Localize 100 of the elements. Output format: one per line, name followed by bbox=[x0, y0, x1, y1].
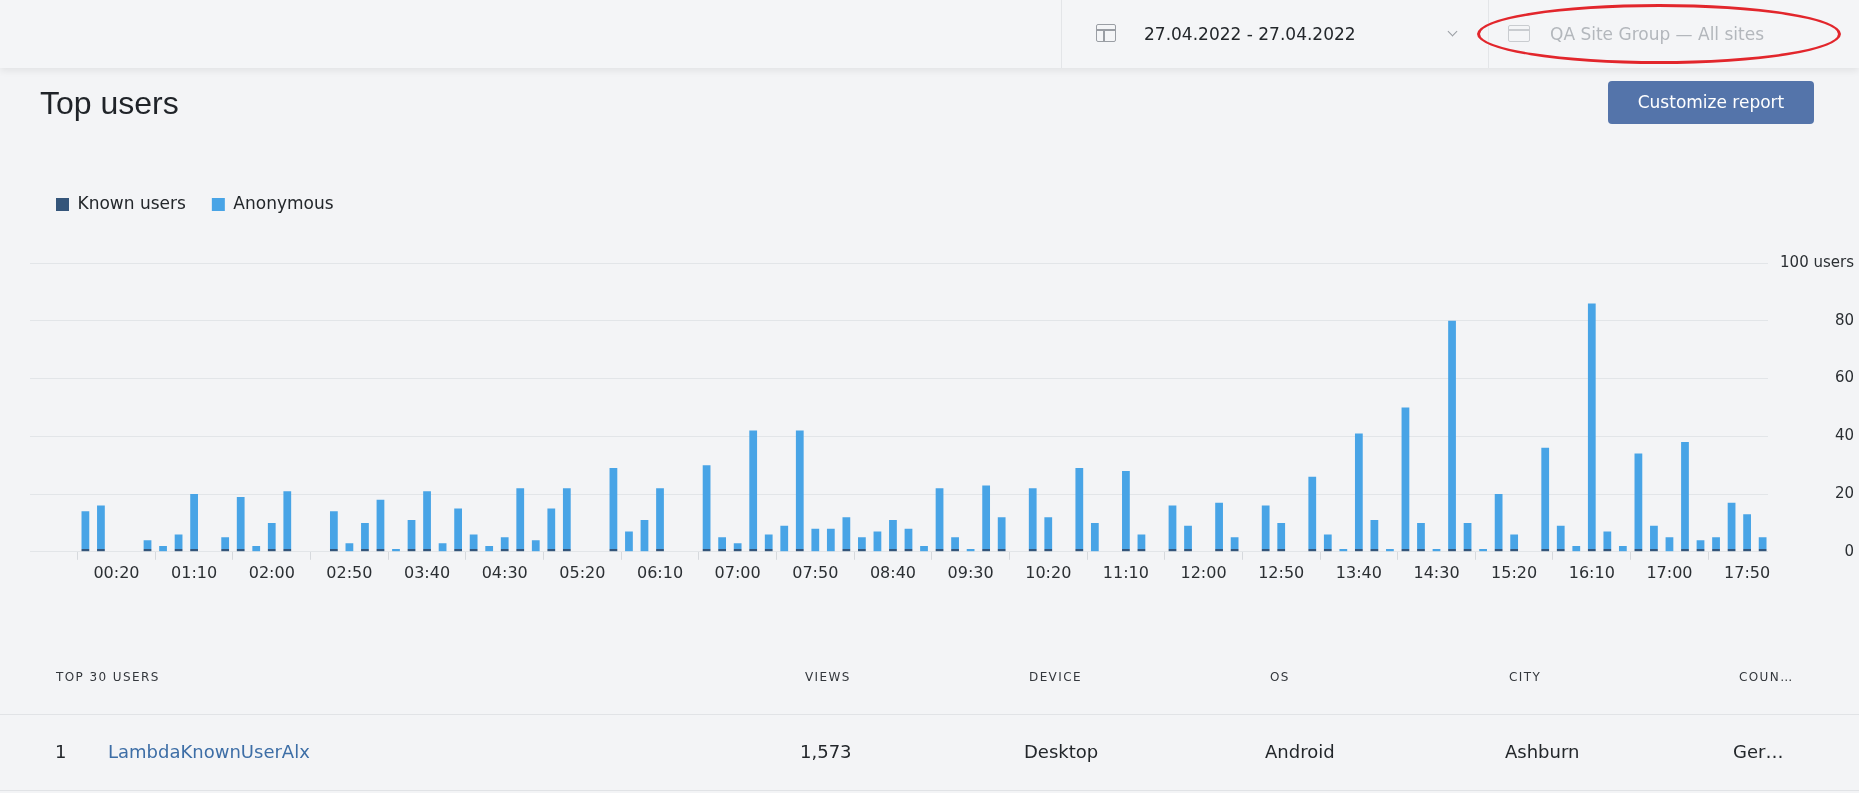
bar bbox=[1743, 514, 1751, 549]
text: QA Site Group — All sites bbox=[1550, 23, 1765, 45]
x-tick-label: 15:20 bbox=[1491, 562, 1538, 582]
text: TOP 30 USERS bbox=[56, 669, 160, 685]
bar bbox=[1354, 433, 1363, 549]
bar bbox=[1494, 494, 1503, 549]
bar bbox=[376, 499, 385, 549]
text: VIEWS bbox=[805, 669, 851, 685]
bar bbox=[531, 540, 540, 552]
bar bbox=[1261, 505, 1270, 549]
text: 1,573 bbox=[800, 741, 852, 763]
bar bbox=[1603, 531, 1612, 549]
bar bbox=[1417, 522, 1425, 549]
bar bbox=[1541, 447, 1550, 549]
x-tick-label: 02:50 bbox=[326, 562, 373, 582]
bar bbox=[702, 465, 711, 549]
bar bbox=[1758, 537, 1767, 549]
bar bbox=[1587, 303, 1596, 549]
x-tick-label: 00:20 bbox=[93, 562, 140, 582]
bar bbox=[1028, 488, 1037, 549]
x-tick-label: 16:10 bbox=[1568, 562, 1615, 582]
bar bbox=[1230, 537, 1239, 549]
bar bbox=[190, 494, 198, 549]
bar bbox=[858, 537, 866, 549]
bar bbox=[1323, 534, 1332, 549]
bar bbox=[1572, 546, 1581, 552]
x-tick-label: 02:00 bbox=[248, 562, 295, 582]
bar bbox=[221, 537, 230, 549]
bar bbox=[1510, 534, 1519, 549]
bar bbox=[500, 537, 509, 549]
text: Desktop bbox=[1024, 741, 1099, 763]
bar bbox=[423, 491, 431, 549]
text: 1 bbox=[55, 741, 67, 763]
text: 27.04.2022 - 27.04.2022 bbox=[1144, 23, 1356, 45]
text: COUN… bbox=[1739, 669, 1794, 685]
bar bbox=[1448, 320, 1456, 549]
bar bbox=[1634, 453, 1643, 549]
bar bbox=[609, 468, 618, 549]
bar bbox=[826, 528, 835, 552]
bar bbox=[1184, 525, 1192, 549]
bar bbox=[143, 540, 152, 549]
bar bbox=[361, 522, 369, 549]
y-tick-label: 80 bbox=[1834, 310, 1854, 329]
y-tick-label: 40 bbox=[1834, 426, 1854, 445]
bar bbox=[236, 496, 245, 549]
x-tick-label: 17:00 bbox=[1646, 562, 1693, 582]
x-tick-label: 01:10 bbox=[171, 562, 218, 582]
x-tick-label: 07:50 bbox=[792, 562, 839, 582]
x-tick-label: 11:10 bbox=[1102, 562, 1149, 582]
bar bbox=[1122, 470, 1130, 549]
bar bbox=[951, 537, 959, 549]
text: LambdaKnownUserAlx bbox=[108, 741, 310, 763]
bar bbox=[1696, 540, 1705, 549]
y-tick-label: 20 bbox=[1834, 483, 1854, 502]
bar bbox=[811, 528, 820, 552]
chart-title: Top users bbox=[40, 84, 179, 123]
bar bbox=[1618, 546, 1627, 552]
x-tick-label: 03:40 bbox=[404, 562, 451, 582]
bar bbox=[780, 525, 789, 552]
x-tick-label: 10:20 bbox=[1025, 562, 1072, 582]
bar bbox=[656, 488, 664, 549]
bar bbox=[1044, 517, 1053, 549]
text: Ger… bbox=[1733, 741, 1784, 763]
y-tick-label: 0 bbox=[1844, 541, 1854, 560]
text: Android bbox=[1265, 741, 1335, 763]
bar bbox=[1650, 525, 1658, 549]
bar bbox=[1370, 520, 1379, 549]
bar bbox=[1681, 442, 1689, 549]
bar bbox=[997, 517, 1006, 549]
bar bbox=[718, 537, 727, 549]
bar bbox=[1308, 476, 1317, 549]
bar bbox=[1727, 502, 1736, 549]
bar bbox=[764, 534, 773, 549]
x-tick-label: 17:50 bbox=[1724, 562, 1771, 582]
bar bbox=[1556, 525, 1565, 549]
x-tick-label: 13:40 bbox=[1335, 562, 1382, 582]
x-tick-label: 12:50 bbox=[1258, 562, 1305, 582]
x-tick-label: 05:20 bbox=[559, 562, 606, 582]
bar bbox=[1463, 522, 1472, 549]
bar bbox=[516, 488, 525, 549]
x-tick-label: 07:00 bbox=[714, 562, 761, 582]
bar bbox=[1075, 468, 1084, 549]
text: Ashburn bbox=[1505, 741, 1580, 763]
y-tick-label: 100 users bbox=[1780, 252, 1855, 271]
bar bbox=[97, 505, 105, 549]
bar bbox=[283, 491, 292, 549]
bar bbox=[252, 546, 261, 552]
bar bbox=[1168, 505, 1177, 549]
bar bbox=[547, 508, 556, 549]
bar bbox=[1277, 522, 1286, 549]
bar bbox=[562, 488, 571, 549]
bar bbox=[174, 534, 183, 549]
bar bbox=[1401, 407, 1410, 549]
text: DEVICE bbox=[1029, 669, 1082, 685]
bar bbox=[485, 546, 494, 552]
bar bbox=[407, 520, 416, 549]
bar bbox=[795, 430, 804, 549]
bar bbox=[935, 488, 944, 549]
bar bbox=[982, 485, 991, 549]
bar bbox=[81, 511, 90, 549]
